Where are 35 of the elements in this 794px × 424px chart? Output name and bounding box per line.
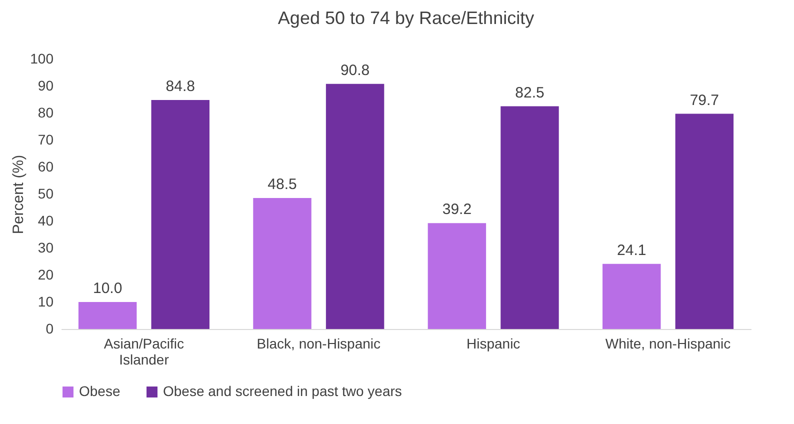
bar: [78, 302, 137, 329]
bar: [428, 223, 486, 329]
bar: [602, 264, 661, 329]
x-tick-label: Asian/Pacific Islander: [104, 336, 184, 368]
data-label: 82.5: [515, 84, 544, 102]
legend-label: Obese: [79, 383, 120, 399]
y-tick-label: 90: [38, 78, 54, 94]
y-tick-label: 100: [30, 50, 54, 66]
y-tick-label: 60: [38, 158, 54, 174]
data-label: 79.7: [690, 92, 720, 109]
data-label: 48.5: [268, 176, 297, 194]
x-tick-label: Hispanic: [466, 336, 520, 352]
bar: [253, 198, 312, 329]
y-tick-label: 70: [38, 132, 54, 148]
x-tick-label: White, non-Hispanic: [605, 336, 731, 352]
y-axis-title: Percent (%): [10, 154, 28, 234]
data-label: 10.0: [92, 280, 122, 297]
y-tick-label: 50: [38, 186, 54, 202]
y-tick-label: 10: [38, 294, 54, 310]
chart-title: Aged 50 to 74 by Race/Ethnicity: [278, 8, 534, 28]
legend-label: Obese and screened in past two years: [163, 383, 402, 399]
data-label: 39.2: [442, 201, 472, 218]
data-label: 24.1: [617, 242, 646, 259]
y-tick-label: 30: [38, 240, 54, 256]
y-tick-label: 20: [38, 266, 54, 282]
y-tick-label: 40: [38, 212, 54, 228]
bar: [151, 100, 210, 329]
bar: [500, 106, 559, 329]
data-label: 84.8: [166, 78, 195, 96]
bar: [326, 84, 384, 329]
y-tick-label: 0: [46, 320, 54, 336]
x-tick-label: Black, non-Hispanic: [256, 336, 381, 352]
data-label: 90.8: [340, 62, 370, 79]
bar: [675, 114, 734, 329]
y-tick-label: 80: [38, 104, 54, 120]
